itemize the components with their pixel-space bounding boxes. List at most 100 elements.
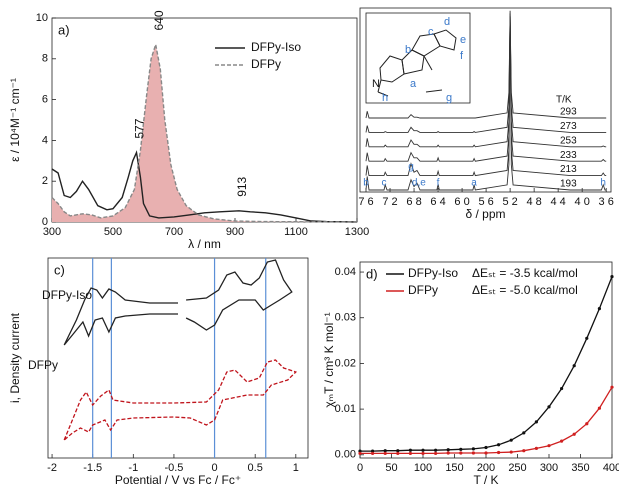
panel-label: d) bbox=[366, 266, 378, 281]
spectrum bbox=[365, 16, 607, 162]
x-tick-label: 300 bbox=[540, 462, 558, 474]
inset-label: f bbox=[460, 50, 464, 62]
temperature-label: 213 bbox=[560, 164, 577, 175]
x-axis-label: Potential / V vs Fc / Fc⁺ bbox=[115, 473, 241, 487]
y-axis-label: χₘT / cm³ K mol⁻¹ bbox=[322, 312, 336, 407]
curve-label: DFPy-Iso bbox=[42, 288, 92, 302]
y-axis-label: i, Density current bbox=[8, 312, 22, 403]
cv-curve bbox=[63, 359, 298, 441]
x-tick-label: 3 6 bbox=[599, 196, 614, 208]
peak-label: d,e bbox=[412, 178, 426, 189]
y-tick-label: 6 bbox=[42, 94, 48, 106]
peak-label: b bbox=[363, 178, 369, 189]
x-tick-label: 300 bbox=[43, 226, 61, 238]
panel-label: a) bbox=[58, 22, 70, 37]
temperature-label: 293 bbox=[560, 107, 577, 118]
y-tick-label: 0.04 bbox=[335, 266, 356, 278]
x-tick-label: 0 bbox=[357, 462, 363, 474]
legend-note: ΔEₛₜ = -3.5 kcal/mol bbox=[472, 266, 578, 280]
x-tick-label: 7 2 bbox=[382, 196, 397, 208]
bond bbox=[377, 91, 389, 97]
line bbox=[51, 44, 358, 223]
temperature-label: 253 bbox=[560, 135, 577, 146]
x-tick-label: 5 2 bbox=[502, 196, 517, 208]
y-tick-label: 0.00 bbox=[335, 449, 356, 461]
legend-label: DFPy-Iso bbox=[251, 40, 301, 54]
spectrum bbox=[365, 10, 607, 148]
x-tick-label: 900 bbox=[226, 226, 244, 238]
x-tick-label: -2 bbox=[47, 462, 57, 474]
y-axis-label: ε / 10⁴M⁻¹ cm⁻¹ bbox=[8, 78, 22, 162]
x-tick-label: 4 8 bbox=[526, 196, 541, 208]
x-tick-label: -0.5 bbox=[164, 462, 183, 474]
inset-label: a bbox=[410, 78, 417, 90]
cv-curve bbox=[63, 259, 293, 346]
x-axis-label: δ / ppm bbox=[465, 207, 505, 221]
plot-frame bbox=[51, 17, 358, 223]
x-axis-label: T / K bbox=[473, 473, 498, 487]
x-tick-label: 50 bbox=[385, 462, 397, 474]
y-tick-label: 0 bbox=[42, 216, 48, 228]
y-tick-label: 2 bbox=[42, 175, 48, 187]
inset-label: g bbox=[446, 92, 452, 104]
peak-label: c bbox=[382, 178, 387, 189]
x-axis-label: λ / nm bbox=[188, 237, 221, 251]
x-tick-label: 150 bbox=[445, 462, 463, 474]
peak-label: a bbox=[471, 178, 477, 189]
peak-annotation: 577 bbox=[133, 118, 147, 138]
y-tick-label: 0.02 bbox=[335, 357, 356, 369]
x-tick-label: 4 4 bbox=[551, 196, 566, 208]
bond bbox=[377, 79, 382, 93]
peak-label: g bbox=[408, 162, 414, 173]
x-tick-label: 700 bbox=[165, 226, 183, 238]
inset-label: e bbox=[460, 34, 466, 46]
legend-label: DFPy bbox=[251, 57, 281, 71]
x-tick-label: 5 6 bbox=[478, 196, 493, 208]
curve-label: DFPy bbox=[28, 358, 58, 372]
line bbox=[51, 150, 358, 223]
x-tick-label: 250 bbox=[508, 462, 526, 474]
x-tick-label: 4 0 bbox=[575, 196, 590, 208]
inset-label: d bbox=[444, 16, 450, 28]
x-tick-label: 100 bbox=[414, 462, 432, 474]
ring bbox=[433, 29, 457, 51]
peak-label: h bbox=[600, 178, 606, 189]
y-tick-label: 8 bbox=[42, 53, 48, 65]
inset-label: b bbox=[405, 44, 411, 56]
bond bbox=[425, 89, 443, 93]
x-tick-label: -1 bbox=[128, 462, 138, 474]
spectrum bbox=[365, 15, 607, 119]
legend-note: ΔEₛₜ = -5.0 kcal/mol bbox=[472, 283, 578, 297]
x-tick-label: 6 0 bbox=[454, 196, 469, 208]
y-tick-label: 0.01 bbox=[335, 403, 356, 415]
x-tick-label: 0.5 bbox=[248, 462, 263, 474]
x-tick-label: 500 bbox=[104, 226, 122, 238]
inset-atom: N bbox=[372, 78, 380, 90]
y-tick-label: 4 bbox=[42, 134, 48, 146]
area bbox=[52, 44, 357, 222]
panel-label: c) bbox=[54, 262, 65, 277]
spectrum bbox=[365, 19, 607, 191]
peak-annotation: 640 bbox=[152, 10, 166, 30]
bond bbox=[423, 55, 433, 71]
legend-label: DFPy-Iso bbox=[408, 266, 458, 280]
fit-line bbox=[360, 386, 613, 455]
inset-label: h bbox=[382, 92, 388, 104]
x-tick-label: 1100 bbox=[284, 226, 308, 238]
x-tick-label: 350 bbox=[571, 462, 589, 474]
series-title: T/K bbox=[556, 95, 572, 106]
spectrum bbox=[365, 22, 607, 177]
peak-label: f bbox=[437, 178, 440, 189]
inset-frame bbox=[365, 12, 471, 104]
x-tick-label: 400 bbox=[603, 462, 619, 474]
x-tick-label: 0 bbox=[212, 462, 218, 474]
ring bbox=[401, 49, 425, 75]
x-tick-label: 1300 bbox=[345, 226, 369, 238]
peak-annotation: 913 bbox=[235, 176, 249, 196]
y-tick-label: 0.03 bbox=[335, 312, 356, 324]
spectrum bbox=[365, 13, 607, 133]
x-tick-label: 6 8 bbox=[406, 196, 421, 208]
